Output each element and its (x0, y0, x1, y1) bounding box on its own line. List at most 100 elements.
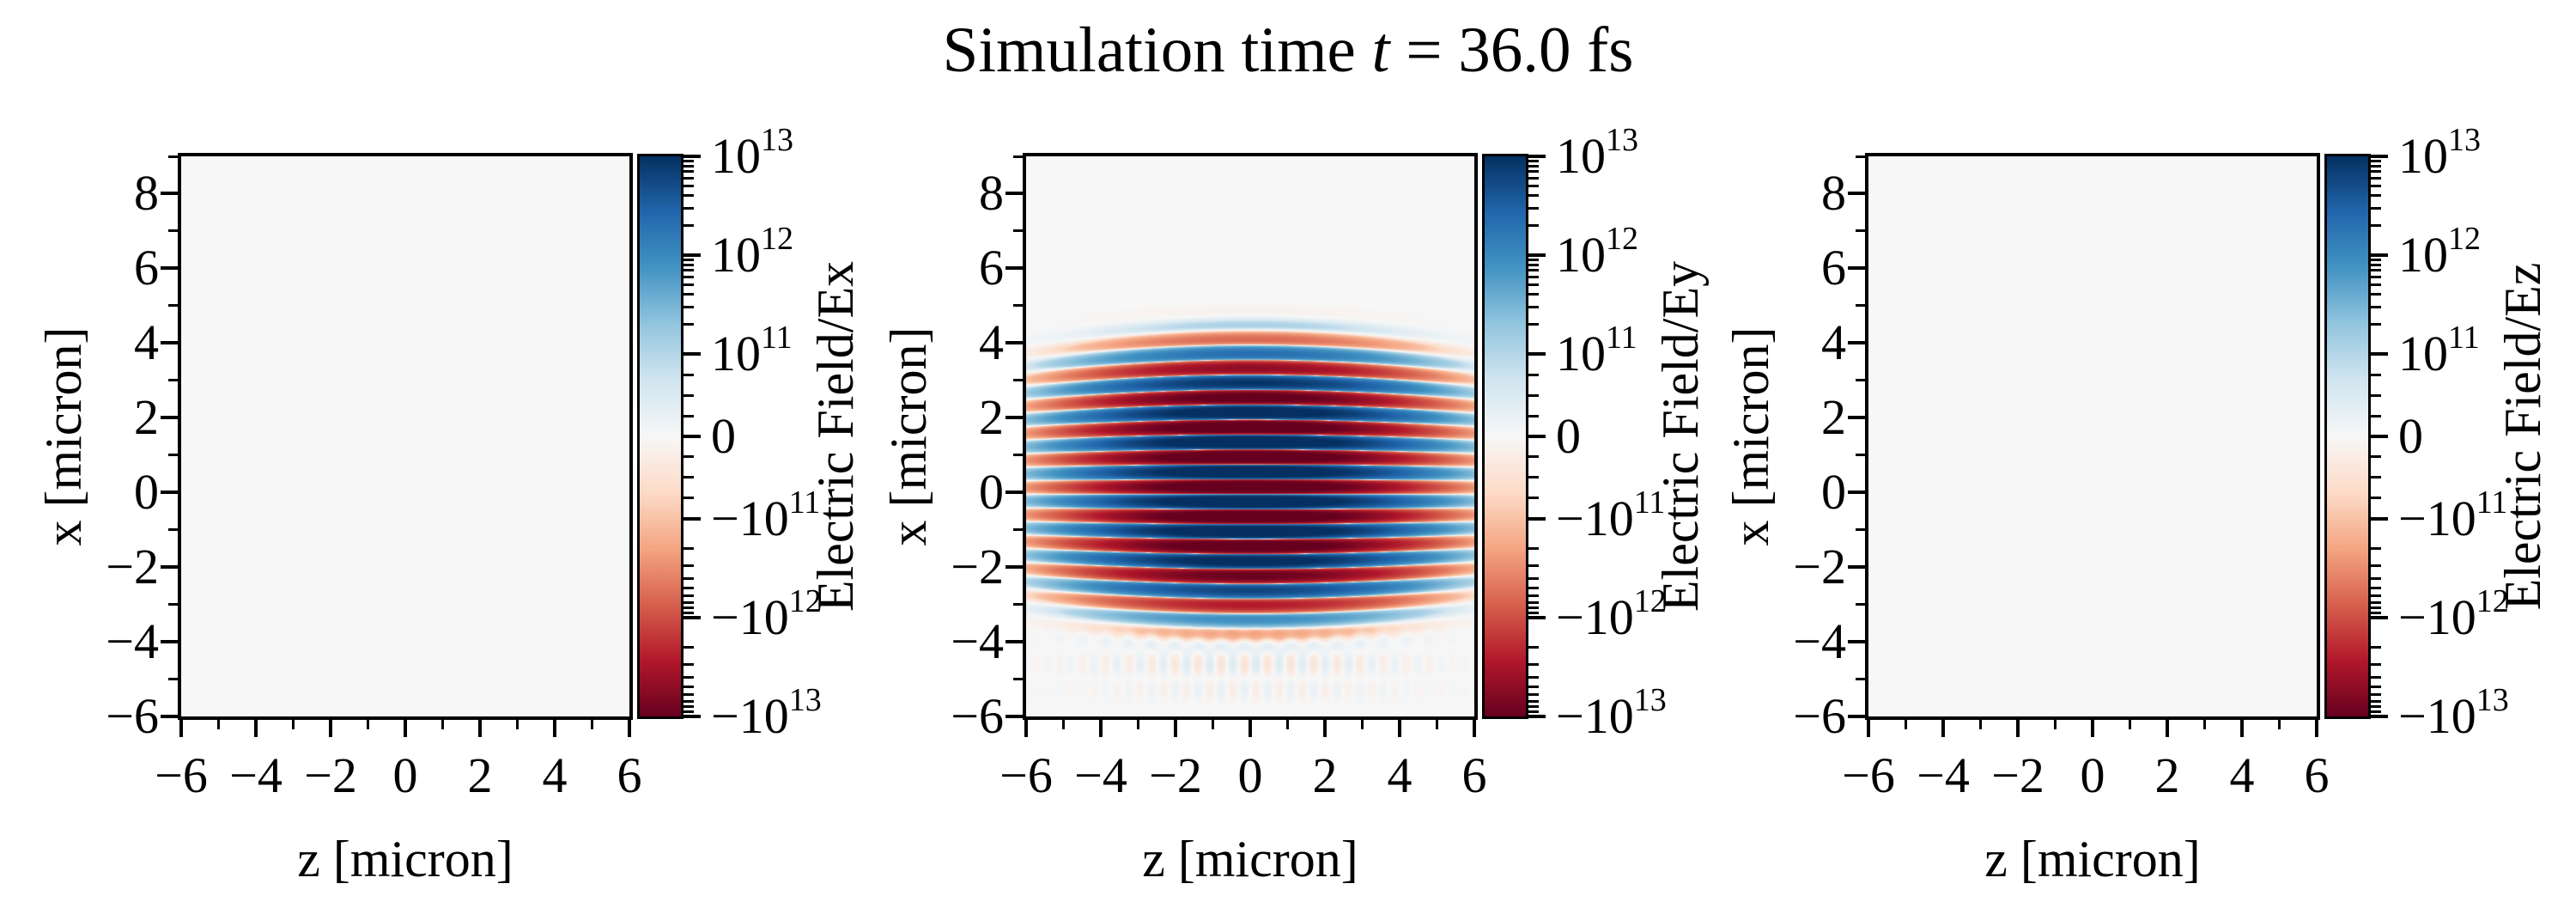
x-tick-major (1174, 720, 1177, 737)
colorbar-tick-minor (683, 373, 694, 376)
x-tick-minor (441, 720, 444, 729)
x-tick-minor (292, 720, 295, 729)
y-tick-major (1005, 266, 1023, 271)
exponent: 13 (1633, 682, 1667, 718)
colorbar-tick-minor (2371, 414, 2381, 417)
exponent: 13 (788, 682, 822, 718)
y-tick-minor (168, 229, 178, 233)
colorbar-tick-label: −1012 (2398, 582, 2509, 645)
x-tick-major (2166, 720, 2169, 737)
colorbar-tick-major (683, 516, 701, 521)
x-tick-label: −4 (1917, 747, 1970, 803)
colorbar-tick-minor (683, 663, 694, 667)
y-tick-major (1848, 491, 1865, 495)
x-tick-label: −2 (304, 747, 357, 803)
x-tick-minor (1905, 720, 1907, 729)
colorbar-tick-minor (683, 710, 694, 714)
y-tick-minor (1856, 603, 1865, 606)
colorbar-tick-minor (683, 546, 694, 550)
x-tick-label: 4 (1387, 747, 1413, 803)
exponent: 13 (1606, 122, 1638, 158)
exponent: 13 (761, 122, 793, 158)
title-suffix: = 36.0 fs (1389, 15, 1634, 86)
x-axis-label: z [micron] (297, 831, 513, 887)
colorbar-tick-major (2371, 715, 2388, 718)
colorbar-tick-minor (683, 606, 694, 610)
y-tick-minor (1013, 229, 1023, 233)
colorbar (637, 154, 683, 719)
y-tick-major (1005, 341, 1023, 345)
x-tick-major (404, 720, 407, 737)
x-tick-minor (367, 720, 369, 729)
colorbar-tick-label: −1013 (1556, 682, 1667, 744)
y-tick-minor (168, 155, 178, 158)
colorbar-label: Electric Field/Ex (807, 260, 864, 613)
x-tick-major (1398, 720, 1401, 737)
colorbar-tick-major (2371, 435, 2388, 438)
y-tick-label: −2 (1793, 539, 1846, 595)
x-tick-major (1099, 720, 1103, 737)
y-tick-major (1848, 715, 1865, 718)
colorbar-tick-minor (1528, 323, 1539, 326)
colorbar-tick-major (2371, 352, 2388, 357)
y-tick-minor (1856, 454, 1865, 457)
colorbar-tick-minor (1528, 258, 1539, 261)
colorbar-tick-minor (683, 612, 694, 615)
colorbar-tick-minor (1528, 293, 1539, 296)
y-tick-label: −2 (106, 539, 159, 595)
colorbar-tick-minor (1528, 594, 1539, 597)
x-tick-label: −6 (1842, 747, 1895, 803)
colorbar-tick-minor (1528, 164, 1539, 168)
x-tick-label: 6 (2304, 747, 2330, 803)
colorbar-tick-minor (683, 223, 694, 227)
colorbar-tick-major (683, 715, 701, 718)
colorbar-tick-minor (2371, 612, 2381, 615)
x-tick-label: −4 (229, 747, 283, 803)
colorbar-tick-minor (683, 414, 694, 417)
x-tick-major (1473, 720, 1476, 737)
x-tick-major (1867, 720, 1870, 737)
y-tick-minor (1856, 379, 1865, 382)
heatmap-ey (1026, 156, 1474, 716)
exponent: 13 (2448, 122, 2481, 158)
y-tick-major (161, 192, 178, 196)
colorbar-tick-label: 1013 (711, 122, 793, 184)
x-tick-minor (2054, 720, 2057, 729)
colorbar-tick-minor (683, 185, 694, 188)
colorbar-tick-minor (2371, 692, 2381, 696)
exponent: 12 (761, 221, 793, 258)
colorbar-tick-minor (1528, 476, 1539, 479)
y-tick-minor (1013, 155, 1023, 158)
x-tick-major (1323, 720, 1327, 737)
colorbar-tick-minor (2371, 663, 2381, 667)
colorbar-tick-major (1528, 253, 1546, 258)
colorbar-tick-major (1528, 155, 1546, 158)
exponent: 11 (2448, 320, 2480, 357)
colorbar-tick-minor (683, 699, 694, 703)
x-tick-major (2315, 720, 2318, 737)
colorbar-tick-minor (1528, 576, 1539, 580)
x-tick-minor (2129, 720, 2131, 729)
y-tick-minor (168, 379, 178, 382)
y-tick-label: 4 (134, 314, 159, 371)
colorbar-tick-major (683, 615, 701, 619)
y-tick-major (1848, 565, 1865, 570)
colorbar-tick-label: −1013 (2398, 682, 2509, 744)
x-tick-minor (1137, 720, 1139, 729)
y-tick-label: −6 (106, 688, 159, 744)
y-tick-major (1005, 565, 1023, 570)
colorbar-tick-label: 1011 (711, 320, 793, 382)
y-tick-label: 0 (1821, 464, 1846, 521)
colorbar-tick-label: 0 (2398, 408, 2423, 464)
colorbar-tick-minor (2371, 497, 2381, 500)
y-tick-label: 6 (979, 240, 1004, 296)
y-tick-minor (168, 678, 178, 681)
y-tick-major (161, 565, 178, 570)
x-tick-major (553, 720, 556, 737)
colorbar-tick-minor (2371, 305, 2381, 308)
x-axis-label: z [micron] (1984, 831, 2201, 887)
colorbar-tick-minor (1528, 223, 1539, 227)
x-tick-minor (1212, 720, 1214, 729)
subplot-ez: x [micron] z [micron] Electric Field/Ez … (1722, 124, 2551, 885)
colorbar-tick-minor (683, 600, 694, 604)
